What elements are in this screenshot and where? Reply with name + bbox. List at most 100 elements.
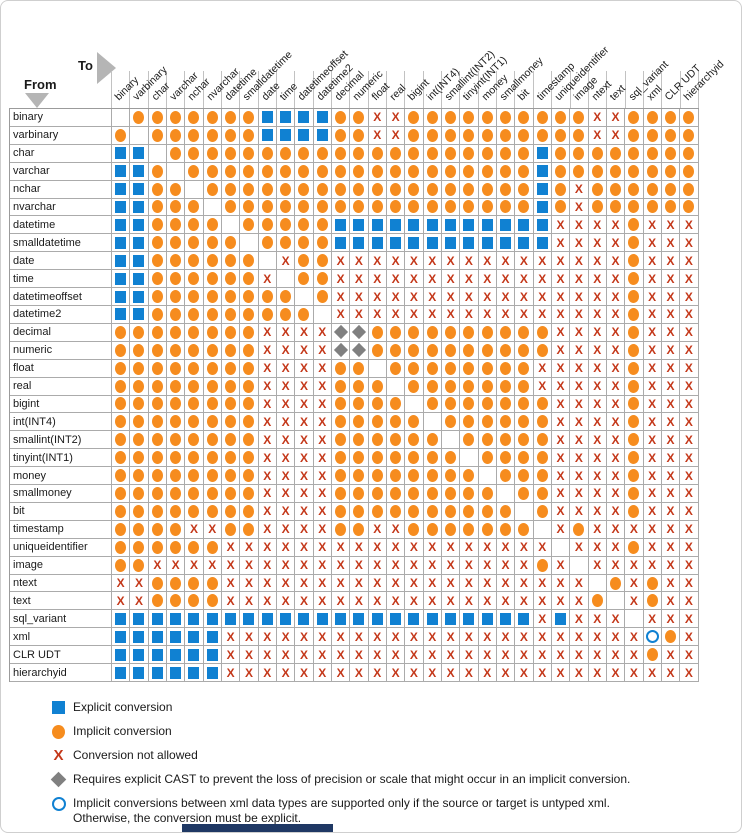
- matrix-cell: [203, 341, 222, 360]
- matrix-cell: [460, 485, 479, 503]
- cell-symbol-I: [243, 361, 255, 375]
- matrix-cell: [185, 592, 204, 611]
- matrix-cell: X: [295, 341, 314, 360]
- cell-symbol-I: [206, 218, 218, 232]
- cell-symbol-I: [133, 522, 145, 536]
- matrix-cell: X: [441, 574, 461, 593]
- cell-symbol-X: X: [391, 540, 400, 555]
- cell-symbol-I: [371, 325, 383, 339]
- matrix-cell: X: [551, 628, 571, 647]
- matrix-cell: X: [643, 323, 662, 342]
- cell-symbol-X: X: [593, 307, 602, 322]
- matrix-cell: [441, 377, 461, 396]
- cell-symbol-X: X: [556, 396, 565, 411]
- matrix-cell: X: [588, 502, 607, 521]
- matrix-cell: X: [478, 646, 497, 665]
- cell-symbol-E: [371, 218, 383, 231]
- matrix-cell: X: [331, 628, 351, 647]
- matrix-cell: [478, 180, 497, 199]
- matrix-cell: [221, 234, 241, 253]
- cell-symbol-X: X: [611, 307, 620, 322]
- cell-symbol-X: X: [244, 647, 253, 662]
- cell-symbol-I: [225, 290, 237, 304]
- cell-symbol-X: X: [538, 593, 547, 608]
- cell-symbol-I: [151, 379, 163, 393]
- matrix-cell: X: [405, 556, 424, 575]
- header-tick: [624, 71, 626, 108]
- cell-symbol-I: [463, 397, 475, 411]
- cell-symbol-I: [390, 325, 402, 339]
- cell-symbol-I: [426, 146, 438, 160]
- matrix-cell: X: [551, 592, 571, 611]
- cell-symbol-E: [188, 666, 200, 679]
- cell-symbol-I: [518, 397, 530, 411]
- cell-symbol-X: X: [391, 307, 400, 322]
- cell-symbol-I: [646, 182, 658, 196]
- cell-symbol-I: [573, 522, 585, 536]
- matrix-cell: [460, 467, 479, 486]
- matrix-cell: [423, 359, 442, 378]
- matrix-cell: [386, 144, 406, 163]
- cell-symbol-I: [280, 146, 292, 160]
- matrix-cell: [185, 162, 204, 181]
- cell-symbol-X: X: [574, 289, 583, 304]
- matrix-cell: [423, 610, 442, 629]
- cell-symbol-X: X: [483, 271, 492, 286]
- matrix-cell: [185, 467, 204, 486]
- matrix-cell: [625, 431, 644, 450]
- matrix-cell: [643, 180, 662, 199]
- cell-symbol-X: X: [318, 379, 327, 394]
- matrix-cell: X: [533, 252, 552, 271]
- matrix-cell: [331, 144, 351, 163]
- cell-symbol-I: [188, 236, 200, 250]
- cell-symbol-X: X: [629, 629, 638, 644]
- matrix-cell: [130, 216, 149, 235]
- cell-symbol-I: [408, 146, 420, 160]
- cell-symbol-X: X: [684, 629, 693, 644]
- cell-symbol-I: [151, 307, 163, 321]
- cell-symbol-I: [298, 146, 310, 160]
- cell-symbol-I: [481, 433, 493, 447]
- cell-symbol-I: [206, 146, 218, 160]
- matrix-cell: [496, 198, 516, 217]
- matrix-cell: X: [496, 574, 516, 593]
- cell-symbol-E: [133, 200, 145, 213]
- matrix-cell: [166, 467, 186, 486]
- header-tick: [532, 71, 534, 108]
- cell-symbol-X: X: [666, 540, 675, 555]
- header-tick: [367, 71, 369, 108]
- cell-symbol-I: [225, 110, 237, 124]
- matrix-cell: X: [441, 288, 461, 306]
- matrix-cell: X: [551, 216, 571, 235]
- matrix-cell: [166, 449, 186, 468]
- matrix-cell: X: [368, 538, 387, 557]
- cell-symbol-I: [170, 146, 182, 160]
- matrix-cell: [313, 198, 332, 217]
- cell-symbol-X: X: [354, 289, 363, 304]
- matrix-cell: X: [680, 288, 699, 306]
- cell-symbol-I: [426, 182, 438, 196]
- matrix-cell: [203, 305, 222, 324]
- cell-symbol-I: [408, 128, 420, 142]
- matrix-cell: [166, 180, 186, 199]
- cell-symbol-X: X: [226, 576, 235, 591]
- matrix-cell: [643, 144, 662, 163]
- matrix-cell: [203, 359, 222, 378]
- cell-symbol-I: [133, 415, 145, 429]
- matrix-cell: [313, 180, 332, 199]
- cell-symbol-X: X: [574, 396, 583, 411]
- cell-symbol-I: [463, 343, 475, 357]
- cell-symbol-X: X: [483, 629, 492, 644]
- cell-symbol-X: X: [538, 379, 547, 394]
- matrix-cell: [533, 216, 552, 235]
- cell-symbol-X: X: [336, 307, 345, 322]
- matrix-cell: [203, 628, 222, 647]
- cell-symbol-I: [353, 486, 365, 500]
- cell-symbol-I: [500, 397, 512, 411]
- cell-symbol-I: [426, 343, 438, 357]
- matrix-cell: [331, 198, 351, 217]
- matrix-cell: X: [661, 556, 681, 575]
- cell-symbol-X: X: [519, 576, 528, 591]
- cell-symbol-X: X: [538, 665, 547, 680]
- cell-symbol-X: X: [666, 522, 675, 537]
